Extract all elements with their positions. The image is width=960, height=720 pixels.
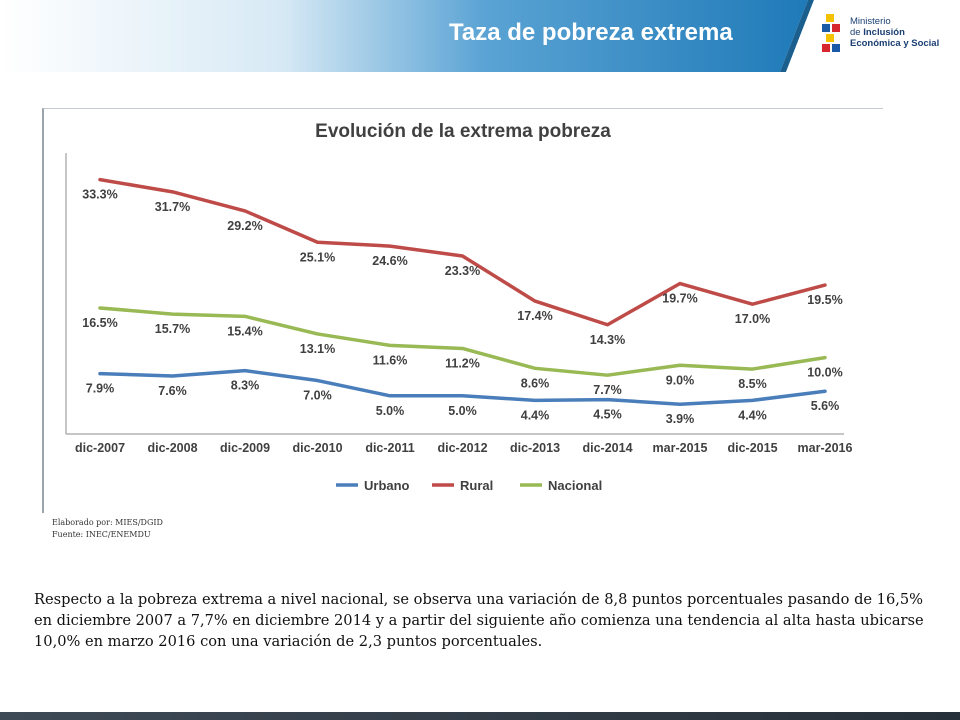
data-label-rural: 24.6% xyxy=(372,254,407,268)
data-label-nacional: 13.1% xyxy=(300,342,335,356)
data-label-urbano: 8.3% xyxy=(231,379,260,393)
data-label-rural: 17.4% xyxy=(517,309,552,323)
x-tick-label: dic-2011 xyxy=(365,441,414,455)
legend-label-urbano: Urbano xyxy=(364,478,410,493)
data-label-nacional: 9.0% xyxy=(666,373,695,387)
legend-label-nacional: Nacional xyxy=(548,478,602,493)
data-label-rural: 19.7% xyxy=(662,292,697,306)
ministry-logo: Ministerio de Inclusión Económica y Soci… xyxy=(820,12,955,60)
data-label-urbano: 5.6% xyxy=(811,399,840,413)
data-label-urbano: 4.4% xyxy=(738,408,767,422)
data-label-nacional: 8.5% xyxy=(738,377,767,391)
chart-frame: Evolución de la extrema pobreza dic-2007 d… xyxy=(42,108,883,513)
data-label-nacional: 11.6% xyxy=(373,353,408,367)
logo-line-3-bold: Económica y Social xyxy=(850,38,940,49)
ministry-name: Ministerio de Inclusión Económica y Soci… xyxy=(850,16,939,49)
data-label-nacional: 16.5% xyxy=(82,316,117,330)
ministry-emblem-icon xyxy=(822,14,840,52)
logo-line-2: de Inclusión xyxy=(850,27,939,38)
data-label-urbano: 7.9% xyxy=(86,382,115,396)
logo-line-2-prefix: de xyxy=(850,27,864,38)
data-label-nacional: 8.6% xyxy=(521,376,550,390)
logo-line-3: Económica y Social xyxy=(850,38,939,49)
data-label-urbano: 4.5% xyxy=(593,408,622,422)
data-label-rural: 14.3% xyxy=(590,333,625,347)
data-label-rural: 17.0% xyxy=(735,312,770,326)
data-label-urbano: 7.6% xyxy=(158,384,187,398)
data-label-urbano: 3.9% xyxy=(666,412,695,426)
data-label-urbano: 7.0% xyxy=(303,389,332,403)
data-label-rural: 33.3% xyxy=(82,188,117,202)
series-line-nacional xyxy=(98,306,827,377)
logo-line-2-bold: Inclusión xyxy=(863,27,905,38)
credits-author: Elaborado por: MIES/DGID xyxy=(52,518,163,527)
data-label-rural: 19.5% xyxy=(807,293,842,307)
x-tick-label: dic-2013 xyxy=(510,441,560,455)
x-tick-label: dic-2015 xyxy=(727,441,777,455)
footer-bar xyxy=(0,712,960,720)
data-label-nacional: 15.4% xyxy=(227,324,262,338)
x-tick-label: dic-2007 xyxy=(75,441,125,455)
x-tick-label: dic-2014 xyxy=(582,441,632,455)
data-label-urbano: 5.0% xyxy=(376,404,405,418)
data-label-rural: 23.3% xyxy=(445,264,480,278)
chart-credits: Elaborado por: MIES/DGID Fuente: INEC/EN… xyxy=(52,517,163,541)
data-label-urbano: 5.0% xyxy=(448,404,477,418)
x-tick-label: dic-2012 xyxy=(437,441,487,455)
series-line-rural xyxy=(98,177,827,327)
data-label-nacional: 11.2% xyxy=(445,356,480,370)
data-label-rural: 29.2% xyxy=(227,219,262,233)
x-tick-label: dic-2010 xyxy=(292,441,342,455)
series-line-urbano xyxy=(98,368,827,406)
line-chart: Evolución de la extrema pobreza dic-2007 d… xyxy=(65,121,853,493)
chart-title: Evolución de la extrema pobreza xyxy=(315,121,611,142)
x-tick-label: dic-2008 xyxy=(147,441,197,455)
slide-title: Taza de pobreza extrema xyxy=(449,19,733,46)
header-band: Taza de pobreza extrema Ministerio de In… xyxy=(0,0,960,72)
legend-label-rural: Rural xyxy=(460,478,493,493)
x-tick-label: dic-2009 xyxy=(220,441,270,455)
logo-line-1: Ministerio xyxy=(850,16,891,27)
data-label-rural: 31.7% xyxy=(155,200,190,214)
data-label-urbano: 4.4% xyxy=(521,408,550,422)
data-label-nacional: 7.7% xyxy=(593,383,622,397)
credits-source: Fuente: INEC/ENEMDU xyxy=(52,530,151,539)
data-label-rural: 25.1% xyxy=(300,250,335,264)
x-tick-label: mar-2015 xyxy=(653,441,708,455)
data-label-nacional: 15.7% xyxy=(155,322,190,336)
body-paragraph: Respecto a la pobreza extrema a nivel na… xyxy=(34,591,924,650)
data-label-nacional: 10.0% xyxy=(807,366,842,380)
x-tick-label: mar-2016 xyxy=(798,441,853,455)
